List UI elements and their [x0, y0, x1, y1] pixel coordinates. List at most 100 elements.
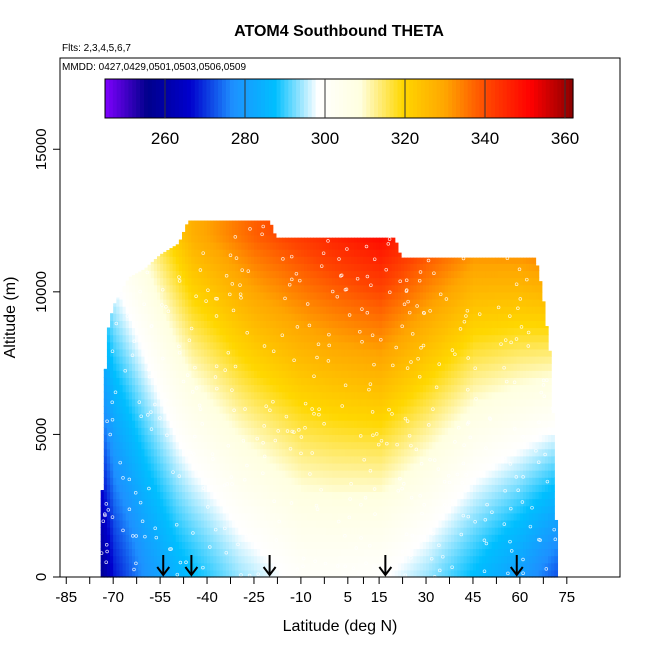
heatmap-cell	[335, 256, 340, 264]
heatmap-cell	[203, 427, 208, 436]
heatmap-cell	[185, 462, 189, 471]
heatmap-cell	[257, 284, 261, 293]
heatmap-cell	[285, 270, 289, 279]
heatmap-cell	[407, 398, 411, 407]
heatmap-cell	[388, 477, 393, 485]
heatmap-cell	[332, 448, 336, 457]
heatmap-cell	[200, 234, 205, 243]
heatmap-cell	[372, 237, 377, 243]
heatmap-cell	[325, 241, 330, 250]
heatmap-cell	[288, 348, 293, 357]
heatmap-cell	[363, 405, 368, 414]
heatmap-cell	[304, 541, 308, 550]
heatmap-cell	[369, 441, 374, 450]
heatmap-cell	[275, 548, 280, 557]
heatmap-cell	[419, 455, 424, 464]
heatmap-cell	[410, 491, 415, 500]
heatmap-cell	[297, 391, 302, 400]
heatmap-cell	[319, 363, 324, 371]
heatmap-cell	[304, 505, 308, 514]
heatmap-cell	[260, 441, 264, 450]
heatmap-cell	[144, 327, 149, 336]
heatmap-cell	[150, 261, 155, 264]
heatmap-cell	[357, 263, 361, 272]
heatmap-cell	[307, 512, 311, 521]
heatmap-cell	[338, 363, 343, 371]
heatmap-cell	[375, 413, 380, 421]
heatmap-cell	[432, 498, 437, 507]
heatmap-cell	[347, 470, 352, 478]
heatmap-cell	[338, 569, 343, 578]
heatmap-cell	[260, 284, 264, 293]
heatmap-cell	[122, 420, 127, 428]
heatmap-cell	[150, 555, 155, 564]
heatmap-cell	[263, 306, 268, 314]
heatmap-cell	[416, 491, 421, 500]
heatmap-cell	[329, 256, 333, 264]
heatmap-cell	[360, 541, 365, 550]
heatmap-cell	[235, 534, 239, 542]
heatmap-cell	[178, 470, 183, 478]
heatmap-cell	[178, 498, 183, 507]
heatmap-cell	[185, 356, 189, 364]
heatmap-cell	[182, 470, 186, 478]
heatmap-cell	[169, 320, 174, 329]
heatmap-cell	[219, 370, 224, 378]
heatmap-cell	[300, 498, 305, 507]
heatmap-cell	[341, 405, 346, 414]
heatmap-cell	[203, 413, 208, 421]
heatmap-cell	[341, 462, 346, 471]
heatmap-cell	[150, 377, 155, 386]
heatmap-cell	[426, 370, 430, 378]
heatmap-cell	[247, 484, 252, 493]
heatmap-cell	[125, 341, 130, 350]
heatmap-cell	[335, 548, 340, 557]
heatmap-cell	[153, 562, 158, 571]
heatmap-cell	[394, 455, 399, 464]
heatmap-cell	[416, 327, 421, 336]
heatmap-cell	[285, 448, 289, 457]
heatmap-cell	[288, 555, 293, 564]
heatmap-cell	[419, 348, 424, 357]
heatmap-cell	[325, 477, 330, 485]
heatmap-cell	[307, 462, 311, 471]
heatmap-cell	[210, 377, 214, 386]
heatmap-cell	[185, 448, 189, 457]
heatmap-cell	[241, 348, 246, 357]
heatmap-cell	[285, 363, 289, 371]
heatmap-cell	[257, 249, 261, 257]
heatmap-cell	[407, 391, 411, 400]
heatmap-cell	[419, 441, 424, 450]
heatmap-cell	[388, 384, 393, 393]
heatmap-cell	[138, 313, 142, 321]
heatmap-cell	[335, 384, 340, 393]
heatmap-cell	[257, 448, 261, 457]
heatmap-cell	[401, 327, 405, 336]
heatmap-cell	[244, 341, 249, 350]
heatmap-cell	[185, 270, 189, 279]
heatmap-cell	[228, 363, 233, 371]
heatmap-cell	[116, 484, 121, 493]
heatmap-cell	[401, 505, 405, 514]
heatmap-cell	[385, 562, 390, 571]
heatmap-cell	[300, 306, 305, 314]
heatmap-cell	[313, 405, 318, 414]
heatmap-cell	[379, 270, 383, 279]
heatmap-cell	[426, 363, 430, 371]
heatmap-cell	[232, 512, 236, 521]
heatmap-cell	[275, 263, 280, 272]
heatmap-cell	[432, 462, 437, 471]
heatmap-cell	[153, 462, 158, 471]
heatmap-cell	[388, 441, 393, 450]
heatmap-cell	[263, 277, 268, 286]
heatmap-cell	[294, 519, 299, 528]
heatmap-cell	[135, 562, 139, 571]
heatmap-cell	[150, 505, 155, 514]
heatmap-cell	[275, 555, 280, 564]
heatmap-cell	[319, 398, 324, 407]
heatmap-cell	[228, 505, 233, 514]
heatmap-cell	[404, 405, 408, 414]
heatmap-cell	[225, 555, 230, 564]
heatmap-cell	[110, 313, 114, 321]
heatmap-cell	[138, 455, 142, 464]
